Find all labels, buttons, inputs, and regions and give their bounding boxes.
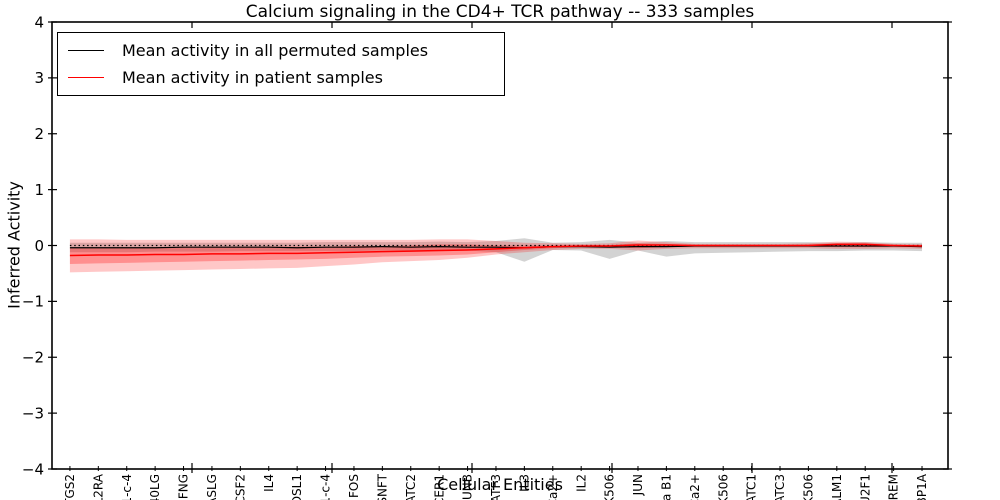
category-label: JUN	[631, 474, 645, 496]
category-label: mol:Ca2+	[546, 474, 560, 500]
category-label: CREM	[887, 474, 901, 500]
category-label: IL2RA	[91, 473, 105, 500]
category-label: IL4	[262, 474, 276, 492]
y-tick-label: 0	[34, 237, 44, 255]
category-label: FASLG	[205, 474, 219, 500]
y-tick-label: −1	[22, 293, 44, 311]
category-label: IFNG	[177, 474, 191, 500]
category-label: JunB/Fra1/NFAT1-c-4	[319, 474, 333, 500]
category-label: AP-1/NFAT1-c-4	[120, 474, 134, 500]
legend-line-sample-black	[68, 50, 104, 51]
category-label: NFATC3	[773, 474, 787, 500]
category-label: IL3	[517, 474, 531, 492]
legend-box: Mean activity in all permuted samples Me…	[57, 32, 505, 96]
y-tick-label: −4	[22, 460, 44, 478]
legend-entry-patient: Mean activity in patient samples	[68, 68, 504, 87]
category-label: CSF2	[233, 474, 247, 500]
y-axis-label: Inferred Activity	[4, 181, 24, 309]
category-label: IL2	[574, 474, 588, 492]
category-label: NFATC2	[404, 474, 418, 500]
legend-label-patient: Mean activity in patient samples	[122, 68, 383, 87]
category-label: mol:FK506	[603, 474, 617, 500]
permuted-samples-std-band	[69, 238, 923, 262]
category-label: NFAT1-c-4/ICER1	[432, 474, 446, 500]
category-label: CaM/Ca2+/Calcineurin A alpha-beta B1	[659, 474, 673, 500]
y-tick-label: −2	[22, 349, 44, 367]
category-label: Calcineurin A alpha-beta B1/FKBP12/FK506	[716, 474, 730, 500]
patient-samples-inner-band	[69, 243, 923, 264]
category-label: JUNB	[461, 474, 475, 500]
category-label: FOS	[347, 474, 361, 498]
legend-label-permuted: Mean activity in all permuted samples	[122, 41, 429, 60]
category-label: CD40LG	[148, 474, 162, 500]
category-label: CaM/Ca2+	[688, 474, 702, 500]
category-label: BATF3	[489, 474, 503, 500]
x-axis-label: Cellular Entities	[437, 475, 563, 494]
category-label: Jun/NFAT1-c-4/p21SNFT	[375, 473, 389, 500]
category-label: POU2F1	[858, 474, 872, 500]
category-label: FKBP1A	[915, 473, 929, 500]
y-tick-label: −3	[22, 404, 44, 422]
category-label: CALM1	[830, 474, 844, 500]
chart-title: Calcium signaling in the CD4+ TCR pathwa…	[245, 2, 755, 22]
legend-entry-permuted: Mean activity in all permuted samples	[68, 41, 504, 60]
category-label: FOSL1	[290, 474, 304, 500]
y-tick-label: 1	[34, 181, 44, 199]
y-tick-label: 3	[34, 69, 44, 87]
category-label: NFATC1	[745, 474, 759, 500]
y-tick-label: 4	[34, 13, 44, 31]
category-label: FKBP12/FK506	[801, 474, 815, 500]
legend-line-sample-red	[68, 77, 104, 78]
y-tick-label: 2	[34, 125, 44, 143]
category-label: PTGS2	[63, 474, 77, 500]
patient-mean-line	[69, 243, 923, 257]
